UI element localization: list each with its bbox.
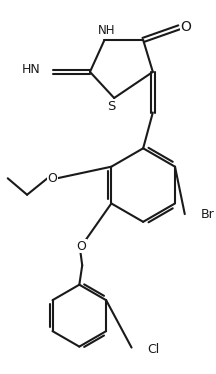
Text: HN: HN <box>22 64 41 76</box>
Text: O: O <box>47 172 57 185</box>
Text: O: O <box>180 21 191 34</box>
Text: S: S <box>107 100 115 113</box>
Text: Cl: Cl <box>147 343 159 356</box>
Text: Br: Br <box>201 208 215 221</box>
Text: O: O <box>76 239 86 252</box>
Text: NH: NH <box>98 24 115 37</box>
